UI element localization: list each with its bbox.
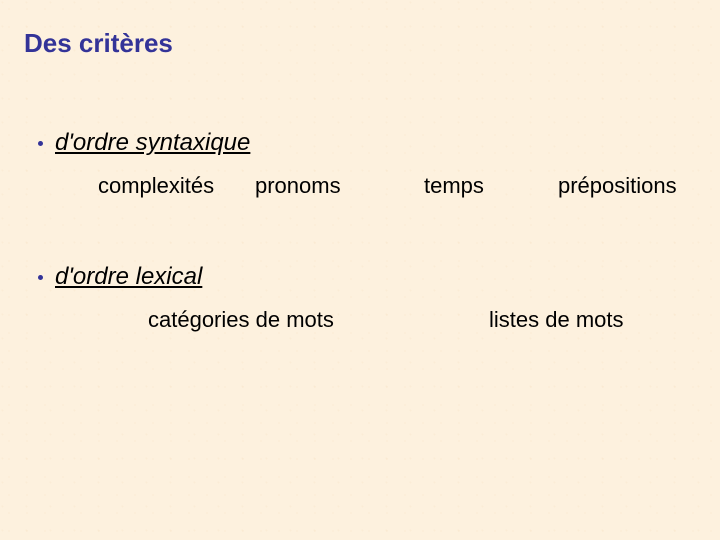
- bullet-2-text: d'ordre lexical: [55, 263, 202, 291]
- row-1: complexités pronoms temps prépositions: [24, 173, 696, 201]
- bullet-2: d'ordre lexical: [38, 263, 696, 291]
- row1-item-a: complexités: [98, 173, 214, 199]
- bullet-1-text: d'ordre syntaxique: [55, 129, 250, 157]
- row1-item-d: prépositions: [558, 173, 677, 199]
- bullet-dot-icon: [38, 275, 43, 280]
- row2-item-a: catégories de mots: [148, 307, 334, 333]
- row2-item-b: listes de mots: [489, 307, 624, 333]
- row1-item-c: temps: [424, 173, 484, 199]
- slide: Des critères d'ordre syntaxique complexi…: [0, 0, 720, 540]
- row1-item-b: pronoms: [255, 173, 341, 199]
- bullet-dot-icon: [38, 141, 43, 146]
- row-2: catégories de mots listes de mots: [24, 307, 696, 335]
- bullet-1: d'ordre syntaxique: [38, 129, 696, 157]
- slide-title: Des critères: [24, 28, 696, 59]
